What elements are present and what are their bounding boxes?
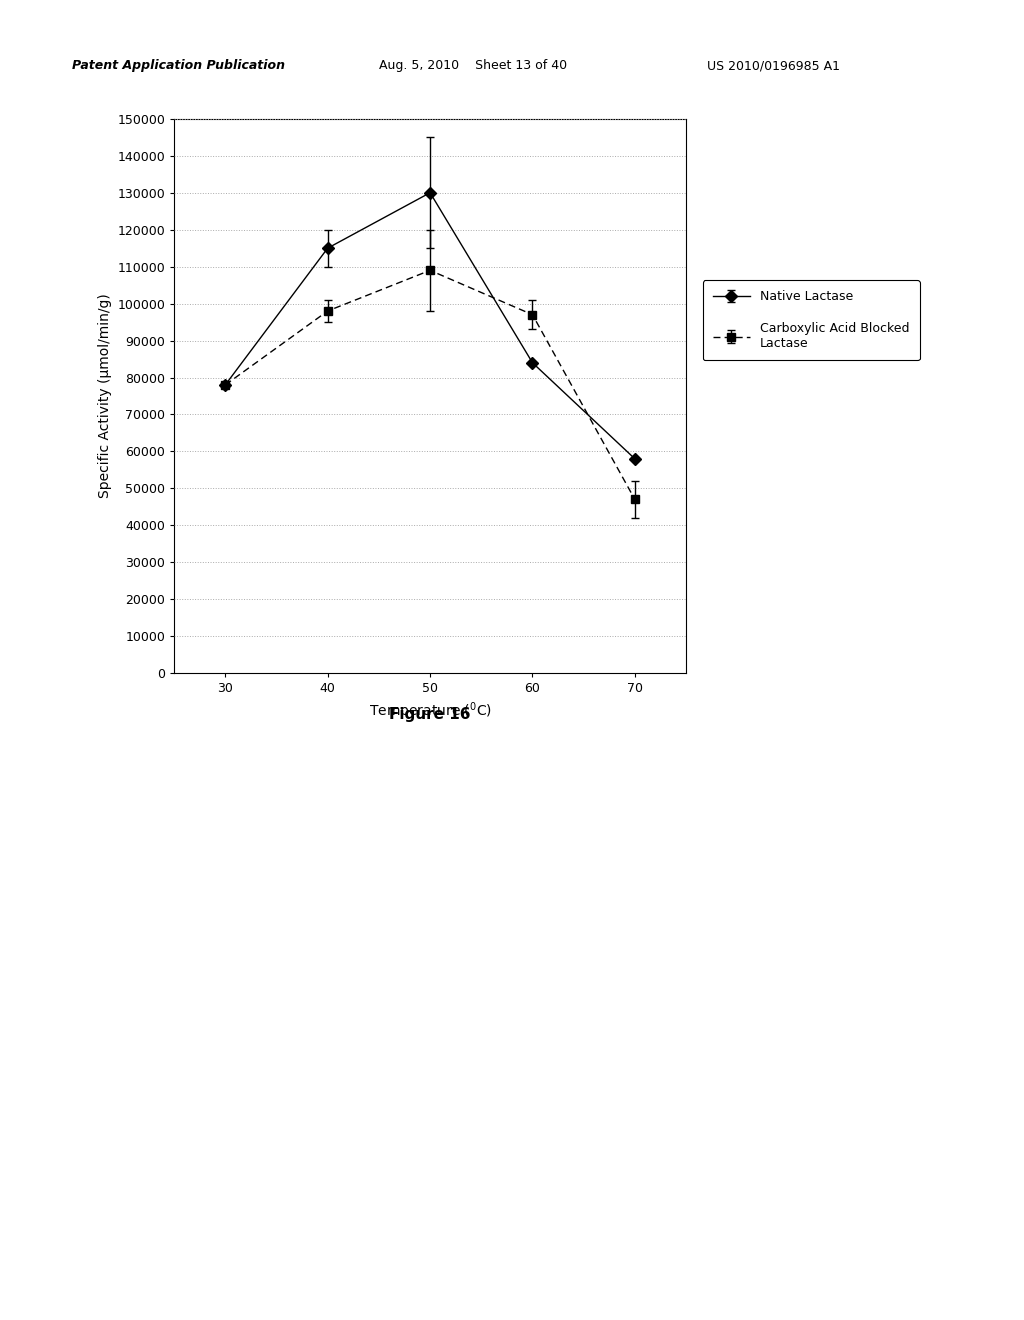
Text: US 2010/0196985 A1: US 2010/0196985 A1	[707, 59, 840, 73]
Text: Figure 16: Figure 16	[389, 708, 471, 722]
Text: Patent Application Publication: Patent Application Publication	[72, 59, 285, 73]
Text: Aug. 5, 2010    Sheet 13 of 40: Aug. 5, 2010 Sheet 13 of 40	[379, 59, 567, 73]
Legend: Native Lactase, Carboxylic Acid Blocked
Lactase: Native Lactase, Carboxylic Acid Blocked …	[702, 280, 920, 360]
Y-axis label: Specific Activity (μmol/min/g): Specific Activity (μmol/min/g)	[97, 293, 112, 499]
X-axis label: Temperature ($^{0}$C): Temperature ($^{0}$C)	[369, 701, 492, 722]
